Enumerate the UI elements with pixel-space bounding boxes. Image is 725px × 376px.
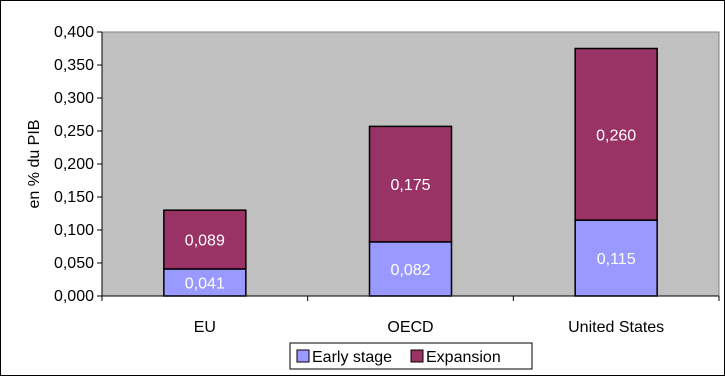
category-label: OECD xyxy=(387,319,433,336)
y-axis-ticks: 0,000 0,050 0,100 0,150 0,200 0,250 0,300 0,350… xyxy=(54,24,102,305)
category-label: EU xyxy=(194,319,216,336)
y-tick-label: 0,300 xyxy=(54,90,94,107)
x-axis-labels: EU OECD United States xyxy=(101,296,720,336)
bar-segment-expansion xyxy=(163,209,247,270)
bar-segment-expansion xyxy=(574,47,658,221)
y-tick-label: 0,200 xyxy=(54,156,94,173)
y-axis-label: en % du PIB xyxy=(26,120,43,209)
y-tick-label: 0,400 xyxy=(54,24,94,41)
bar-segment-expansion xyxy=(368,125,453,243)
data-label: 0,041 xyxy=(185,275,225,292)
y-tick-label: 0,050 xyxy=(54,255,94,272)
y-tick-label: 0,150 xyxy=(54,189,94,206)
data-label: 0,089 xyxy=(185,233,225,250)
data-label: 0,115 xyxy=(597,251,636,268)
bars-group: 0,041 0,089 0,082 0,175 0,115 0,260 xyxy=(163,47,658,297)
y-tick-label: 0,000 xyxy=(54,288,94,305)
y-tick-label: 0,250 xyxy=(54,123,94,140)
legend-swatch-early-stage xyxy=(296,349,310,363)
bar-segment-early-stage xyxy=(574,219,658,297)
legend: Early stage Expansion xyxy=(289,342,533,370)
data-label: 0,175 xyxy=(390,177,430,194)
data-label: 0,082 xyxy=(390,262,430,279)
legend-swatch-expansion xyxy=(410,349,424,363)
category-label: United States xyxy=(568,319,664,336)
y-tick-label: 0,100 xyxy=(54,222,94,239)
data-label: 0,260 xyxy=(596,127,636,144)
y-tick-label: 0,350 xyxy=(54,57,94,74)
legend-label: Early stage xyxy=(312,349,392,366)
legend-label: Expansion xyxy=(426,349,501,366)
